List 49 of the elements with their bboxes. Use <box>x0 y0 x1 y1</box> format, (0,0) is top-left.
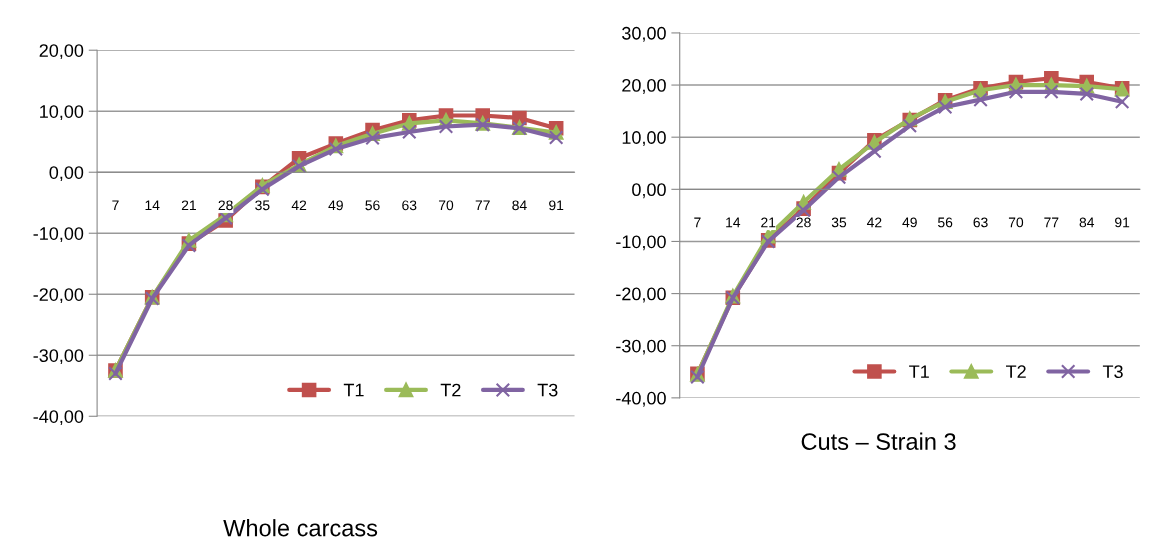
y-tick-label: -40,00 <box>33 410 84 426</box>
y-tick-label: -20,00 <box>616 287 666 303</box>
x-tick-label: 7 <box>112 200 119 211</box>
x-tick-label: 35 <box>255 200 270 211</box>
legend-label: T3 <box>537 383 558 397</box>
x-tick-label: 91 <box>549 200 564 211</box>
y-tick-label: 0,00 <box>632 183 666 199</box>
y-tick-label: -40,00 <box>616 391 666 407</box>
y-tick-label: -10,00 <box>616 235 666 251</box>
text: Cuts – Strain 3 <box>801 432 956 450</box>
x-tick-label: 14 <box>145 200 160 211</box>
legend-label: T2 <box>1006 365 1026 378</box>
x-tick-label: 35 <box>831 217 847 228</box>
y-tick-label: 20,00 <box>622 78 666 94</box>
legend-label: T2 <box>440 383 461 397</box>
x-tick-label: 70 <box>1008 217 1024 228</box>
x-tick-label: 14 <box>726 217 741 228</box>
y-tick-label: 20,00 <box>39 44 84 60</box>
y-tick-label: 10,00 <box>622 131 666 147</box>
x-tick-label: 70 <box>438 200 454 211</box>
x-tick-label: 49 <box>328 200 343 211</box>
x-tick-label: 21 <box>761 217 776 228</box>
x-tick-label: 91 <box>1115 217 1130 228</box>
x-tick-label: 77 <box>1044 217 1059 228</box>
x-tick-label: 28 <box>218 200 233 211</box>
y-tick-label: -10,00 <box>33 227 84 243</box>
legend-label: T3 <box>1102 365 1123 379</box>
x-tick-label: 21 <box>181 200 196 211</box>
y-tick-label: 0,00 <box>49 166 84 182</box>
y-tick-label: -30,00 <box>33 349 84 365</box>
y-tick-label: -20,00 <box>33 288 84 304</box>
x-tick-label: 56 <box>938 217 953 228</box>
x-tick-label: 63 <box>973 217 988 228</box>
x-tick-label: 42 <box>291 200 307 211</box>
x-tick-label: 28 <box>796 217 811 228</box>
x-tick-label: 63 <box>402 200 417 211</box>
y-tick-label: 10,00 <box>40 105 84 121</box>
y-tick-label: 30,00 <box>622 26 666 42</box>
legend-label: T1 <box>909 365 929 378</box>
x-tick-label: 84 <box>1079 217 1095 228</box>
x-tick-label: 7 <box>694 217 701 228</box>
x-tick-label: 56 <box>365 200 380 211</box>
x-tick-label: 49 <box>902 217 917 228</box>
text: Whole carcass <box>223 519 378 537</box>
legend-label: T1 <box>343 383 364 397</box>
x-tick-label: 84 <box>512 200 527 211</box>
x-tick-label: 77 <box>475 200 490 211</box>
y-tick-label: -30,00 <box>616 339 666 355</box>
x-tick-label: 42 <box>866 217 882 228</box>
